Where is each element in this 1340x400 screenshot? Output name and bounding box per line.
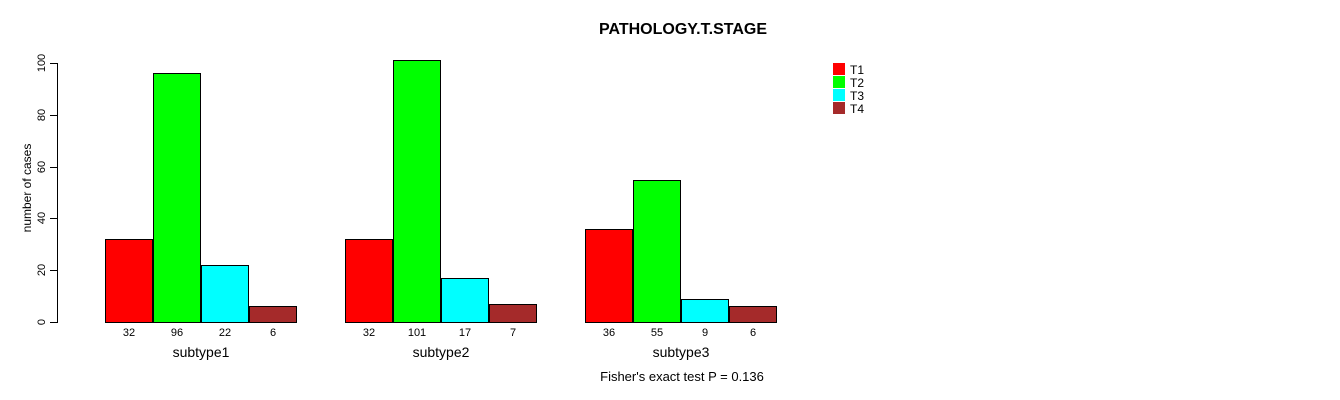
category-label-subtype1: subtype1 xyxy=(172,344,230,360)
bar-t4-subtype2 xyxy=(489,304,537,323)
category-label-subtype2: subtype2 xyxy=(412,344,470,360)
bar-t3-subtype1 xyxy=(201,265,249,323)
legend-label: T1 xyxy=(850,63,865,77)
chart-title: PATHOLOGY.T.STAGE xyxy=(598,21,768,38)
bar-t3-subtype2 xyxy=(441,278,489,323)
bar-value-label: 55 xyxy=(650,327,664,339)
y-tick-mark xyxy=(50,218,57,220)
bar-t2-subtype2 xyxy=(393,60,441,323)
bar-value-label: 6 xyxy=(749,327,757,339)
y-tick-mark xyxy=(50,114,57,116)
y-tick-label: 20 xyxy=(36,264,48,277)
bar-value-label: 22 xyxy=(218,327,232,339)
legend-swatch-icon xyxy=(833,89,845,101)
legend-label: T2 xyxy=(850,76,865,90)
y-tick-label: 0 xyxy=(36,318,48,326)
y-tick-label: 100 xyxy=(36,53,48,73)
legend-swatch-icon xyxy=(833,76,845,88)
legend-swatch-icon xyxy=(833,63,845,75)
y-tick-label: 80 xyxy=(36,108,48,121)
y-axis-label: number of cases xyxy=(20,143,34,233)
bar-value-label: 9 xyxy=(701,327,709,339)
legend-label: T4 xyxy=(850,102,865,116)
y-tick-label: 40 xyxy=(36,212,48,225)
bar-value-label: 7 xyxy=(509,327,517,339)
y-tick-mark xyxy=(50,270,57,272)
bar-t4-subtype1 xyxy=(249,306,297,323)
bar-t2-subtype1 xyxy=(153,73,201,323)
annotation-text: Fisher's exact test P = 0.136 xyxy=(600,369,764,384)
bar-value-label: 17 xyxy=(458,327,472,339)
y-tick-mark xyxy=(50,166,57,168)
bar-t1-subtype2 xyxy=(345,239,393,323)
legend-swatch-icon xyxy=(833,102,845,114)
bar-value-label: 96 xyxy=(170,327,184,339)
y-axis-line xyxy=(57,63,58,323)
bar-t1-subtype3 xyxy=(585,229,633,323)
bar-t4-subtype3 xyxy=(729,306,777,323)
bar-value-label: 6 xyxy=(269,327,277,339)
bar-value-label: 32 xyxy=(122,327,136,339)
bar-t1-subtype1 xyxy=(105,239,153,323)
bar-value-label: 32 xyxy=(362,327,376,339)
y-tick-label: 60 xyxy=(36,160,48,173)
legend-label: T3 xyxy=(850,89,865,103)
bar-value-label: 36 xyxy=(602,327,616,339)
y-tick-mark xyxy=(50,322,57,323)
category-label-subtype3: subtype3 xyxy=(652,344,710,360)
y-tick-mark xyxy=(50,63,57,64)
bar-value-label: 101 xyxy=(407,327,427,339)
bar-t3-subtype3 xyxy=(681,299,729,323)
bar-t2-subtype3 xyxy=(633,180,681,323)
